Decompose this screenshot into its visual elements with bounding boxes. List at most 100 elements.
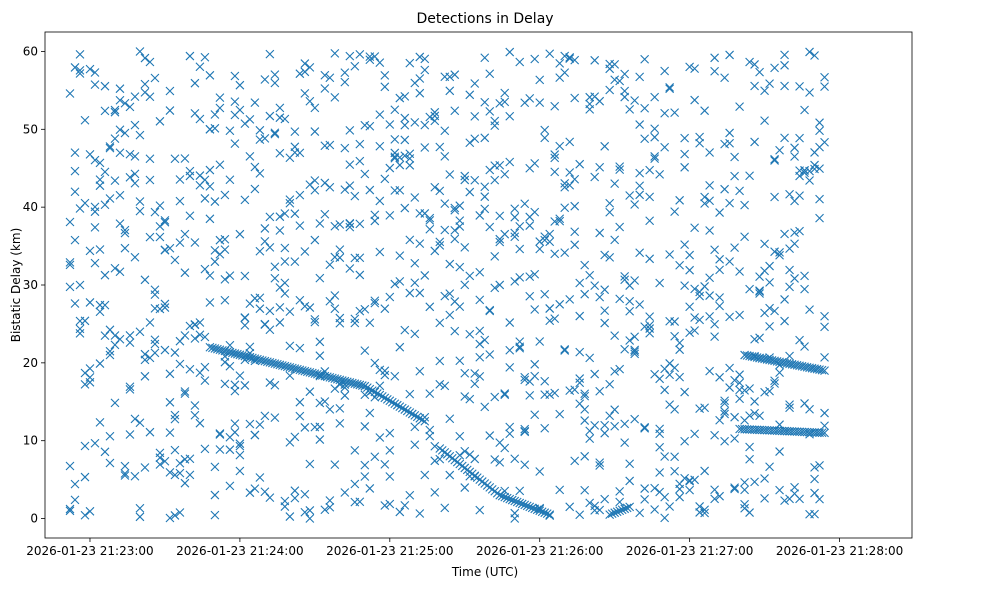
data-point [607,509,617,519]
data-point [585,353,595,363]
data-point [390,105,400,115]
data-point [105,350,115,360]
data-point [210,123,220,133]
data-point [600,428,610,438]
data-point [460,171,470,181]
data-point [705,291,715,300]
data-point [625,296,635,306]
data-point [645,312,655,322]
data-point [670,404,680,414]
data-point [650,152,660,161]
data-point [685,476,695,486]
data-point [670,363,680,373]
data-point [335,245,345,255]
data-point [355,270,365,280]
data-point [85,506,95,516]
data-point [240,381,250,390]
data-point [595,162,605,172]
data-point [125,149,135,159]
data-point [700,505,710,515]
data-point [260,75,270,84]
data-point [210,344,220,353]
data-point [700,466,710,476]
data-point [630,96,640,105]
data-point [370,210,380,220]
data-point [255,420,265,430]
data-point [270,413,280,423]
data-point [700,403,710,413]
data-point [230,419,240,428]
data-point [65,506,75,516]
data-point [470,111,480,121]
data-point [775,485,784,495]
data-point [205,165,215,175]
data-point [360,422,370,431]
data-point [795,82,804,91]
data-point [292,364,302,374]
data-point [272,359,282,369]
data-point [400,91,410,101]
data-point [500,97,510,107]
data-point [305,506,315,515]
data-point [190,410,200,420]
data-point [160,216,170,225]
data-point [585,434,595,444]
data-point [710,485,720,495]
data-point [460,392,470,401]
data-point [215,445,225,454]
data-point [595,505,605,515]
data-point [230,71,240,81]
data-point [205,70,215,80]
data-point [770,306,779,316]
data-point [570,227,580,237]
data-point [315,351,325,361]
data-point [485,306,495,316]
data-point [680,281,690,291]
data-point [230,139,240,149]
data-point [515,498,525,508]
data-point [550,314,560,323]
data-point [705,180,715,190]
data-point [750,334,759,344]
data-point [550,249,560,259]
data-point [610,366,620,376]
data-point [555,216,565,226]
data-point [110,331,120,340]
data-point [705,196,715,206]
data-point [155,201,165,211]
data-point [620,271,630,281]
data-point [305,387,315,397]
data-point [540,289,550,299]
data-point [375,390,385,400]
data-point [575,278,585,288]
data-point [507,495,517,505]
data-point [415,52,425,62]
data-point [225,271,235,281]
data-point [270,359,280,368]
data-point [285,512,295,521]
data-point [455,356,465,366]
data-point [590,369,600,379]
data-point [357,381,367,390]
data-point [400,151,410,161]
data-point [725,363,734,373]
data-point [785,189,794,199]
data-point [255,168,265,178]
data-point [145,92,155,102]
data-point [130,252,140,262]
data-point [775,420,784,430]
data-point [135,206,145,216]
data-point [550,101,560,111]
data-point [355,306,365,316]
data-point [295,69,305,79]
data-point [495,490,505,500]
data-point [675,484,685,494]
data-point [375,110,385,119]
data-point [395,93,405,103]
data-point [660,385,670,395]
data-point [690,429,700,439]
data-point [630,349,640,359]
data-point [155,116,165,126]
x-tick-label: 2026-01-23 21:24:00 [176,544,303,558]
data-point [130,178,140,188]
